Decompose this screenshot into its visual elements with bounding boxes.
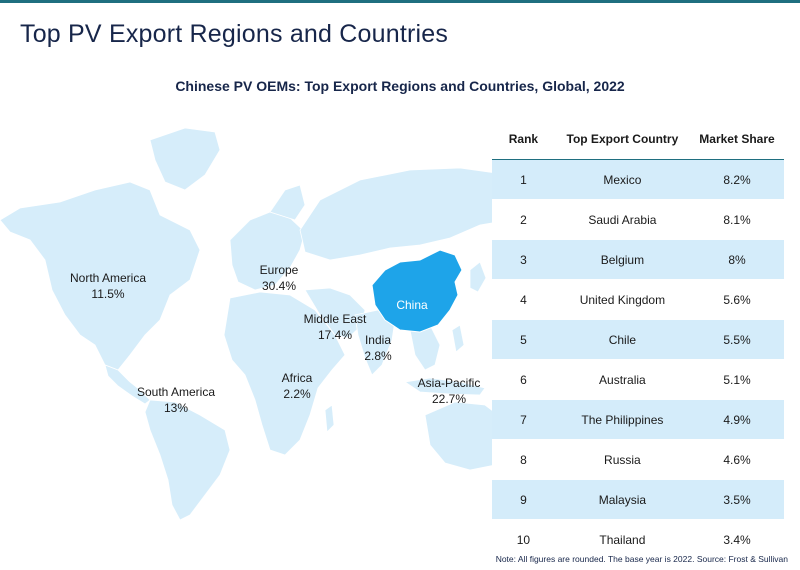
cell-market-share: 5.5% (689, 319, 784, 360)
cell-country: Thailand (554, 519, 690, 560)
cell-country: Mexico (554, 159, 690, 200)
table-row: 1 Mexico 8.2% (492, 159, 784, 200)
region-name: Asia-Pacific (417, 376, 481, 390)
cell-market-share: 8.2% (689, 159, 784, 200)
chart-subtitle: Chinese PV OEMs: Top Export Regions and … (175, 78, 625, 94)
cell-country: Australia (554, 359, 690, 400)
column-header-country: Top Export Country (554, 118, 690, 160)
table-row: 10 Thailand 3.4% (492, 519, 784, 560)
region-name: Europe (259, 263, 299, 277)
cell-country: Belgium (554, 239, 690, 280)
cell-country: The Philippines (554, 399, 690, 440)
africa-shape (223, 291, 346, 456)
japan-shape (469, 261, 487, 293)
export-ranking-table: Rank Top Export Country Market Share 1 Me… (492, 118, 784, 560)
cell-rank: 2 (492, 199, 555, 240)
table-row: 8 Russia 4.6% (492, 439, 784, 480)
cell-market-share: 5.1% (689, 359, 784, 400)
cell-market-share: 8.1% (689, 199, 784, 240)
table-row: 4 United Kingdom 5.6% (492, 279, 784, 320)
cell-country: United Kingdom (554, 279, 690, 320)
region-label-north-america: North America 11.5% (70, 270, 146, 302)
page-title: Top PV Export Regions and Countries (20, 20, 449, 48)
cell-rank: 4 (492, 279, 555, 320)
table-row: 9 Malaysia 3.5% (492, 479, 784, 520)
china-shape (371, 249, 463, 333)
region-name: Africa (281, 371, 313, 385)
cell-market-share: 5.6% (689, 279, 784, 320)
column-header-rank: Rank (492, 118, 555, 160)
table-header-row: Rank Top Export Country Market Share (492, 118, 784, 160)
cell-market-share: 3.5% (689, 479, 784, 520)
region-value: 22.7% (431, 392, 467, 406)
cell-rank: 9 (492, 479, 555, 520)
north-america-shape (0, 181, 201, 371)
cell-country: Saudi Arabia (554, 199, 690, 240)
cell-rank: 7 (492, 399, 555, 440)
madagascar-shape (324, 404, 335, 433)
cell-rank: 1 (492, 159, 555, 200)
europe-shape (229, 211, 306, 291)
cell-rank: 5 (492, 319, 555, 360)
cell-rank: 3 (492, 239, 555, 280)
cell-rank: 8 (492, 439, 555, 480)
cell-rank: 10 (492, 519, 555, 560)
philippines-shape (451, 324, 465, 353)
region-label-africa: Africa 2.2% (282, 370, 313, 402)
greenland-shape (149, 127, 221, 191)
region-label-india: India 2.8% (364, 332, 391, 364)
region-value: 13% (163, 401, 189, 415)
cell-country: Chile (554, 319, 690, 360)
footnote: Note: All figures are rounded. The base … (495, 554, 788, 564)
region-name: North America (69, 271, 147, 285)
south-america-shape (144, 399, 231, 520)
table-row: 2 Saudi Arabia 8.1% (492, 199, 784, 240)
region-name: Middle East (303, 312, 367, 326)
table-row: 7 The Philippines 4.9% (492, 399, 784, 440)
world-map (0, 127, 541, 520)
region-label-europe: Europe 30.4% (260, 262, 299, 294)
region-value: 2.8% (364, 349, 392, 363)
region-label-asia-pacific: Asia-Pacific 22.7% (418, 375, 481, 407)
cell-country: Malaysia (554, 479, 690, 520)
region-name: South America (136, 385, 216, 399)
table-row: 6 Australia 5.1% (492, 359, 784, 400)
column-header-market-share: Market Share (689, 118, 784, 160)
top-accent-bar (0, 0, 800, 3)
cell-country: Russia (554, 439, 690, 480)
scandinavia-shape (269, 184, 306, 221)
region-value: 11.5% (91, 287, 125, 301)
central-america-shape (104, 364, 151, 405)
region-value: 2.2% (283, 387, 311, 401)
cell-market-share: 4.9% (689, 399, 784, 440)
table-row: 3 Belgium 8% (492, 239, 784, 280)
indonesia-shape (403, 377, 486, 396)
region-value: 17.4% (317, 328, 353, 342)
region-name: India (364, 333, 392, 347)
region-label-south-america: South America 13% (137, 384, 215, 416)
cell-market-share: 8% (689, 239, 784, 280)
cell-market-share: 3.4% (689, 519, 784, 560)
region-value: 30.4% (261, 279, 297, 293)
cell-rank: 6 (492, 359, 555, 400)
cell-market-share: 4.6% (689, 439, 784, 480)
china-label: China (396, 298, 428, 312)
table-row: 5 Chile 5.5% (492, 319, 784, 360)
region-label-middle-east: Middle East 17.4% (304, 311, 367, 343)
